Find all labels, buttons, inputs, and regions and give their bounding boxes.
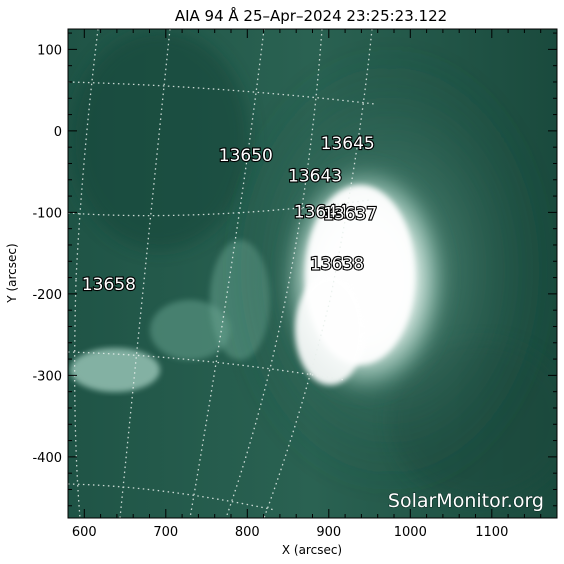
grid-longitude-line	[119, 29, 171, 518]
coronal-hole-region	[70, 30, 250, 250]
plot-title: AIA 94 Å 25–Apr–2024 23:25:23.122	[175, 6, 447, 25]
loop-brightening	[150, 300, 230, 360]
x-axis: 600 700 800 900 1000 1100	[67, 29, 558, 540]
x-tick-label: 800	[235, 525, 260, 540]
grid-latitude-line	[68, 351, 346, 381]
y-tick-label: -400	[32, 451, 62, 466]
y-tick-label: 100	[37, 43, 62, 58]
y-tick-label: 0	[54, 125, 62, 140]
grid-longitude-line	[225, 29, 323, 518]
flare-core-bright	[295, 275, 365, 385]
grid-longitude-line	[189, 29, 265, 518]
heliographic-grid	[68, 29, 376, 518]
active-region-label: 13658	[82, 275, 136, 295]
active-region-label: 13645	[321, 134, 375, 154]
active-region-label: 13644	[294, 202, 348, 222]
y-tick-label: -100	[32, 206, 62, 221]
y-axis: 100 0 -100 -200 -300 -400	[32, 32, 557, 507]
x-tick-label: 1000	[394, 525, 427, 540]
active-region-label: 13638	[310, 254, 364, 274]
x-tick-label: 700	[153, 525, 178, 540]
active-region-label: 13650	[219, 146, 273, 166]
x-axis-label: X (arcsec)	[282, 543, 342, 557]
x-tick-label: 600	[72, 525, 97, 540]
solarmonitor-watermark: SolarMonitor.org	[388, 490, 544, 512]
y-tick-label: -300	[32, 369, 62, 384]
active-region-label: 13637	[323, 205, 377, 225]
x-tick-label: 1100	[475, 525, 508, 540]
grid-latitude-line	[68, 483, 276, 511]
active-region-label: 13643	[288, 166, 342, 186]
y-tick-label: -200	[32, 288, 62, 303]
loop-brightening	[70, 348, 160, 392]
x-tick-label: 900	[316, 525, 341, 540]
y-axis-label: Y (arcsec)	[5, 243, 19, 303]
